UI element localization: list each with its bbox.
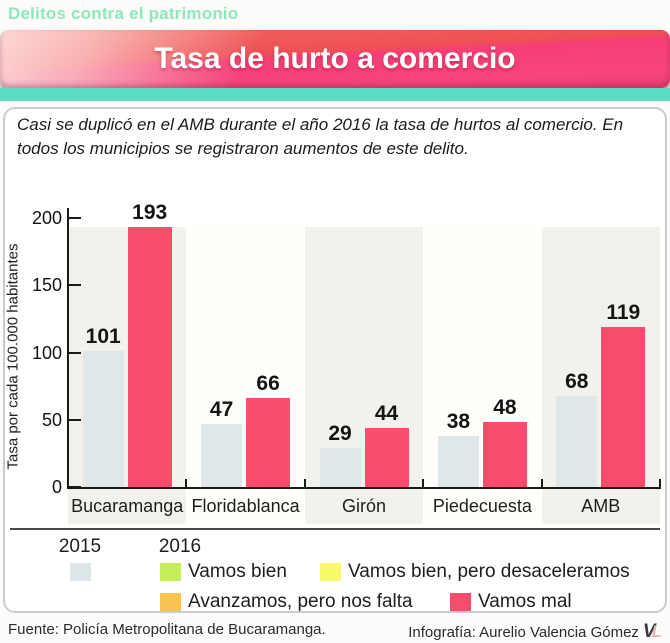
credit-text: Infografía: Aurelio Valencia Gómez — [408, 624, 639, 641]
y-tick-label: 50 — [41, 409, 62, 430]
x-axis-line — [67, 487, 661, 489]
page-title: Tasa de hurto a comercio — [154, 42, 516, 75]
y-axis-line — [67, 208, 69, 489]
y-tick-mark — [68, 284, 81, 287]
value-label: 44 — [374, 401, 399, 425]
category-label: Girón — [341, 496, 386, 516]
x-tick-mark — [540, 479, 543, 487]
value-label: 38 — [446, 409, 471, 433]
bar-2015 — [437, 435, 479, 487]
value-label: 29 — [328, 421, 352, 445]
y-tick-mark — [68, 486, 81, 488]
x-tick-mark — [659, 479, 661, 487]
bar-2015 — [82, 351, 124, 487]
x-tick-mark — [422, 479, 425, 487]
legend-year-2016: 2016 — [158, 536, 202, 557]
bar-2016 — [601, 326, 646, 487]
bar-2015 — [319, 447, 361, 487]
legend-swatch-3 — [160, 593, 181, 611]
y-tick-mark — [68, 351, 81, 354]
legend-label-3: Avanzamos, pero nos falta — [188, 591, 413, 612]
bar-2016 — [364, 427, 409, 487]
legend-label-4: Vamos mal — [478, 591, 572, 612]
bar-2015 — [201, 423, 243, 487]
bar-2016 — [482, 422, 527, 487]
value-label: 68 — [565, 369, 589, 393]
credit-line: Infografía: Aurelio Valencia Gómez VL — [408, 621, 662, 643]
y-tick-mark — [68, 418, 81, 421]
kicker-text: Delitos contra el patrimonio — [8, 4, 239, 23]
value-label: 119 — [606, 300, 641, 324]
bar-chart: Tasa por cada 100.000 habitantes 0 50 100 1… — [0, 198, 670, 528]
vl-logo-icon: V — [642, 621, 656, 642]
source-text: Fuente: Policía Metropolitana de Bucaram… — [8, 621, 326, 638]
y-tick-label: 0 — [51, 477, 62, 497]
bar-2016 — [127, 227, 172, 487]
value-label: 47 — [209, 397, 234, 421]
y-tick-label: 150 — [31, 275, 62, 296]
intro-text: Casi se duplicó en el AMB durante el año… — [17, 115, 624, 159]
x-tick-mark — [303, 479, 306, 487]
vl-logo-icon-l: L — [651, 622, 662, 641]
legend-label-1: Vamos bien — [188, 561, 287, 582]
bar-2016 — [246, 398, 291, 487]
y-tick-label: 200 — [31, 208, 62, 228]
legend-swatch-1 — [160, 563, 181, 581]
category-label: Floridablanca — [191, 496, 300, 516]
title-banner: Tasa de hurto a comercio — [0, 30, 670, 88]
legend-swatch-2 — [320, 563, 341, 581]
category-label: Piedecuesta — [432, 496, 532, 516]
category-label: AMB — [581, 496, 621, 516]
bar-2015 — [556, 395, 598, 487]
legend-label-2: Vamos bien, pero desaceleramos — [348, 561, 630, 582]
y-tick-mark — [68, 217, 81, 219]
value-label: 193 — [132, 201, 168, 225]
legend-swatch-4 — [450, 593, 471, 611]
value-label: 101 — [85, 325, 121, 349]
teal-divider-bar — [0, 88, 670, 101]
legend-year-2015: 2015 — [58, 536, 102, 557]
legend-divider-line — [10, 528, 660, 530]
legend-swatch-2015 — [70, 563, 91, 581]
category-label: Bucaramanga — [71, 496, 184, 516]
y-tick-label: 100 — [31, 342, 62, 363]
value-label: 48 — [493, 396, 517, 420]
value-label: 66 — [256, 372, 280, 396]
x-tick-mark — [185, 479, 188, 487]
